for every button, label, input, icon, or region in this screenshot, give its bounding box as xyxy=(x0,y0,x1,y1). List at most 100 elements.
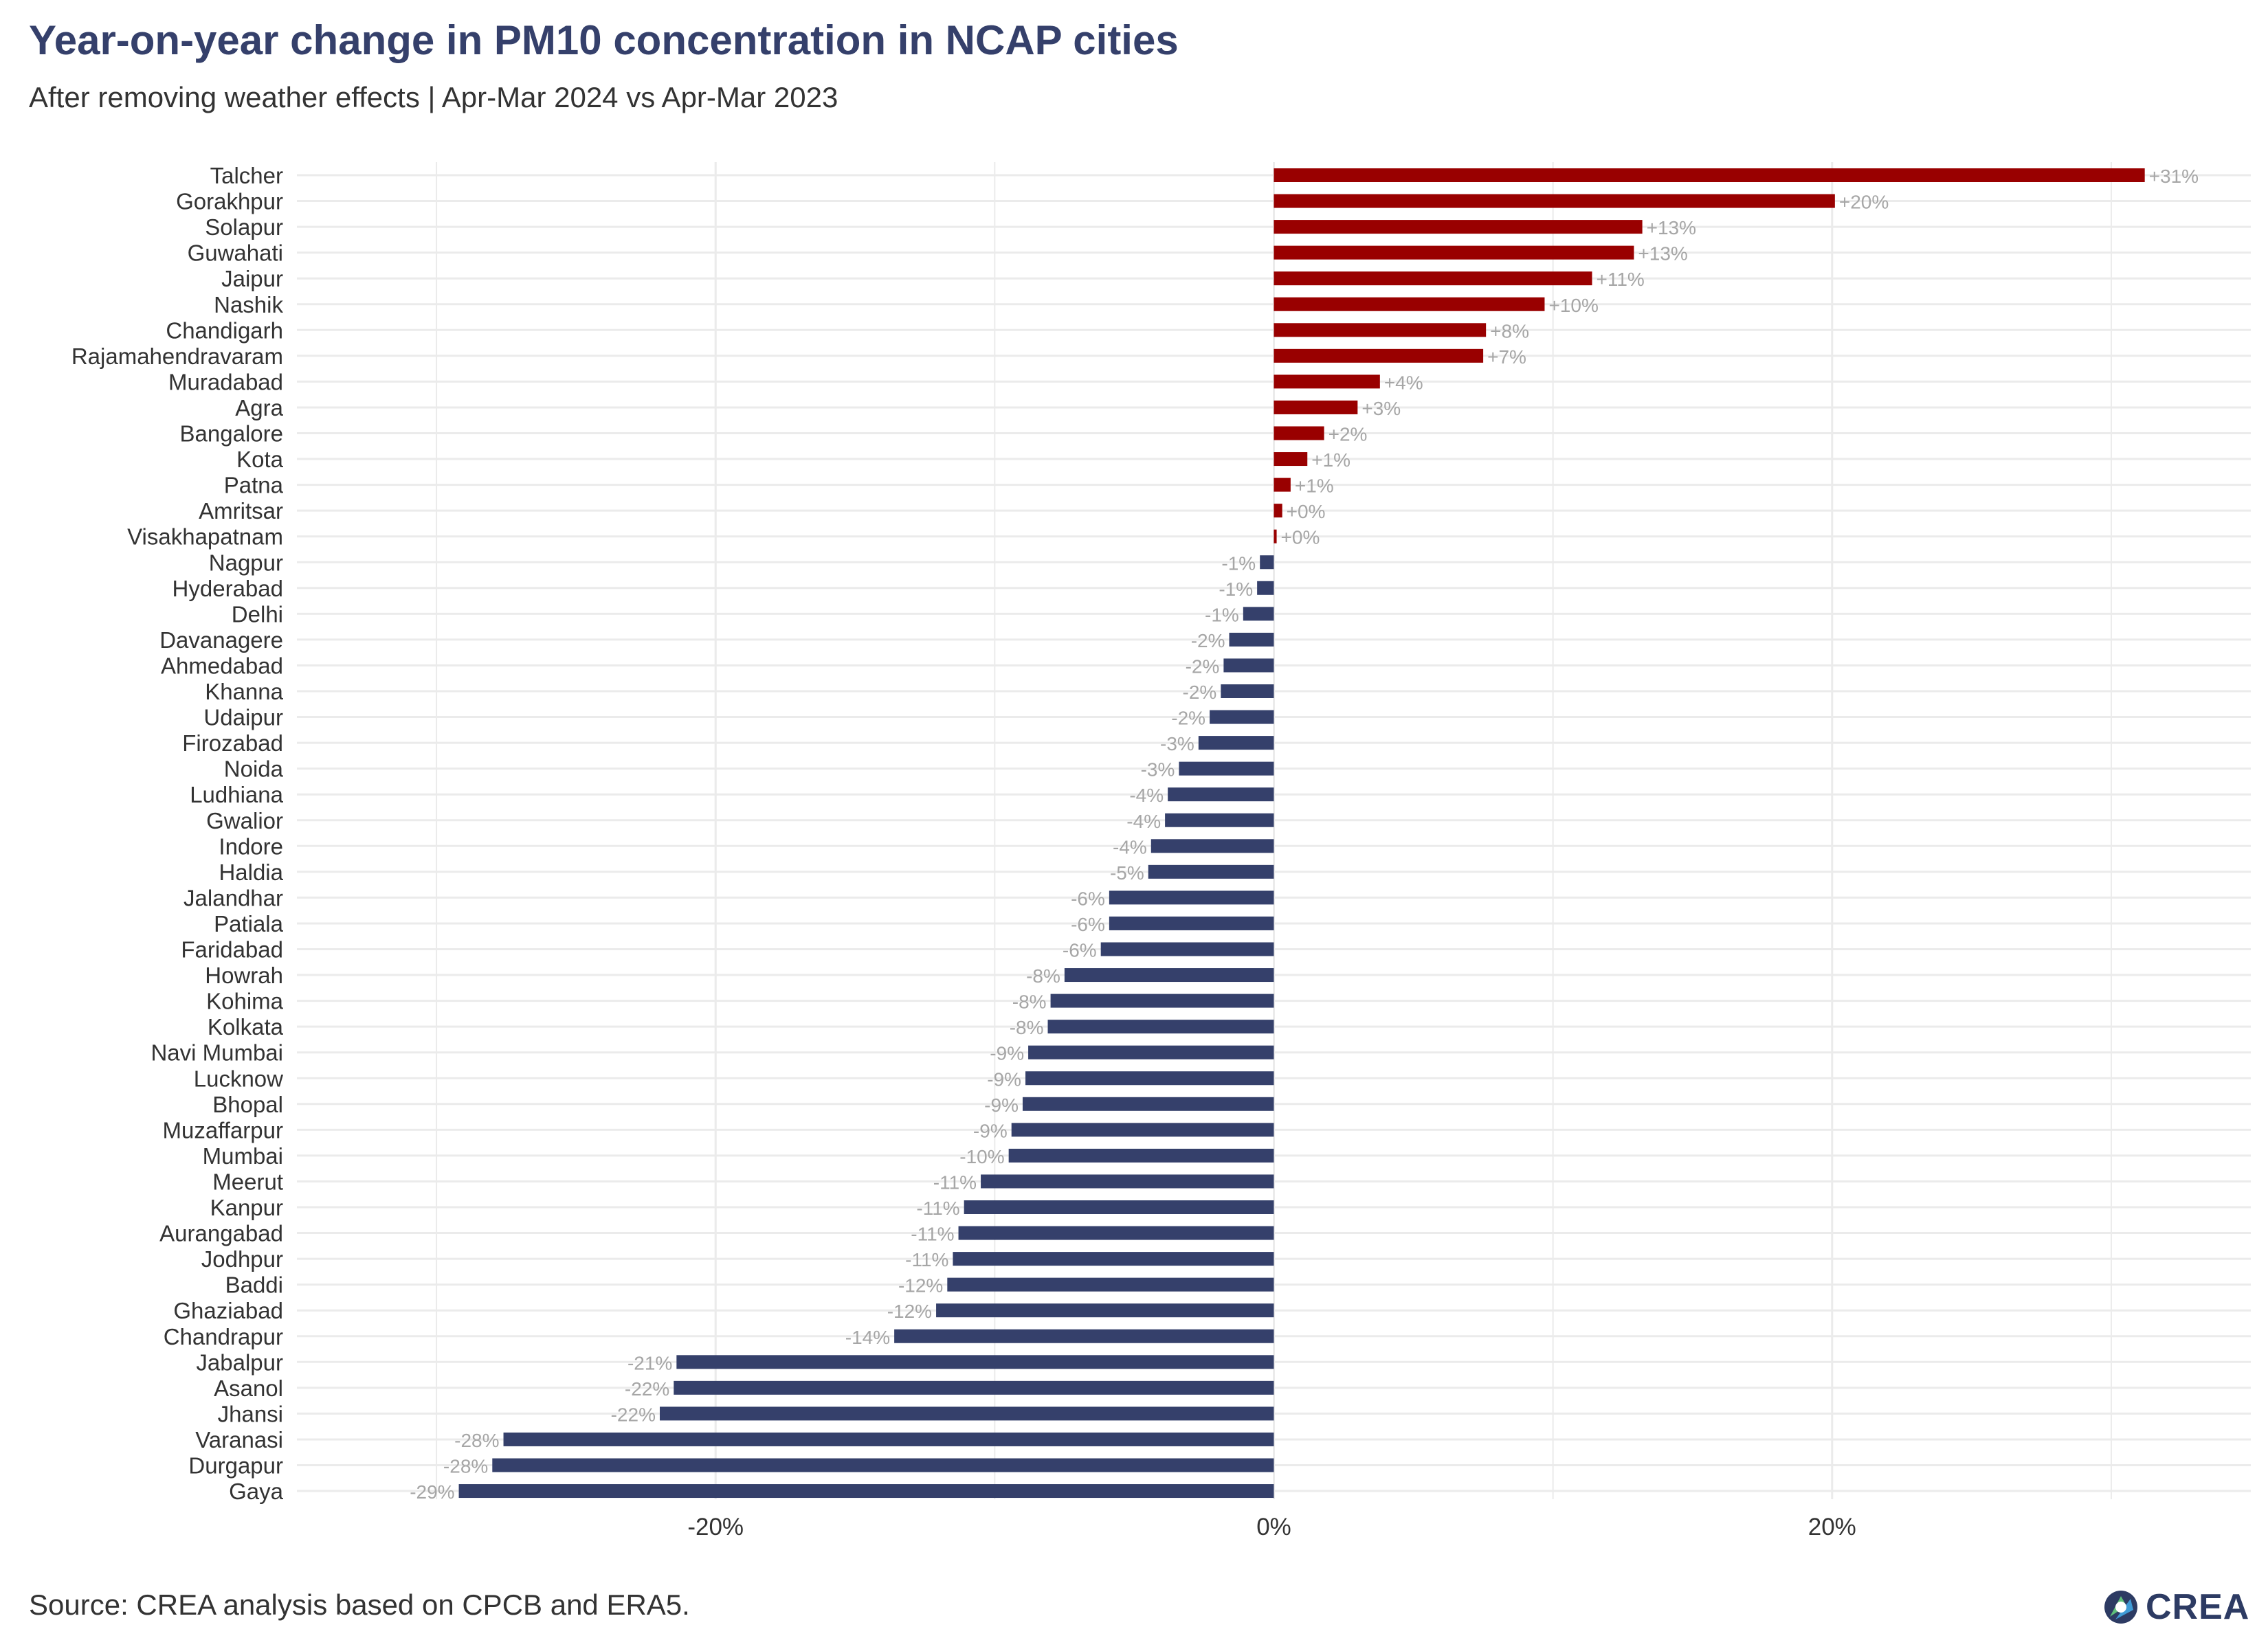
bar xyxy=(674,1380,1274,1395)
bar xyxy=(1223,658,1274,673)
category-label: Jaipur xyxy=(221,266,283,291)
category-label: Muradabad xyxy=(168,369,283,394)
category-label: Mumbai xyxy=(203,1143,283,1169)
bar xyxy=(981,1174,1274,1189)
bar xyxy=(1148,864,1274,879)
data-label: -2% xyxy=(1183,682,1217,703)
data-label: -11% xyxy=(916,1198,959,1219)
category-label: Howrah xyxy=(205,963,283,988)
data-label: +8% xyxy=(1490,320,1529,341)
data-label: +1% xyxy=(1311,449,1350,471)
bar xyxy=(1028,1045,1274,1059)
data-label: -22% xyxy=(625,1378,669,1400)
data-label: -3% xyxy=(1141,759,1175,781)
x-axis-ticks: -20% 0% 20% xyxy=(687,1514,1856,1540)
data-label: +3% xyxy=(1361,398,1401,419)
data-label: -9% xyxy=(990,1043,1024,1064)
data-label: -4% xyxy=(1129,785,1164,806)
bar xyxy=(1257,581,1274,595)
data-label: -1% xyxy=(1221,552,1256,574)
bar xyxy=(1274,194,1835,208)
data-labels: +31% +20% +13% +13% +11% +10% +8% +7% +4% +3% +2% +… xyxy=(410,166,2199,1503)
x-tick-label: -20% xyxy=(687,1514,744,1540)
data-label: -3% xyxy=(1160,733,1194,754)
bar xyxy=(492,1458,1274,1472)
category-label: Jodhpur xyxy=(201,1246,283,1272)
data-label: +2% xyxy=(1328,424,1368,445)
category-label: Gaya xyxy=(229,1479,284,1504)
source-caption: Source: CREA analysis based on CPCB and … xyxy=(29,1589,690,1621)
bar xyxy=(1274,400,1358,414)
category-label: Durgapur xyxy=(188,1453,283,1479)
data-label: -9% xyxy=(984,1095,1019,1116)
data-label: +10% xyxy=(1548,295,1598,316)
data-label: -8% xyxy=(1012,991,1047,1013)
category-label: Guwahati xyxy=(188,240,283,266)
bar xyxy=(1022,1097,1274,1111)
bar xyxy=(1274,220,1643,234)
grid-lines xyxy=(297,162,2251,1499)
data-label: +0% xyxy=(1281,527,1320,548)
bar xyxy=(953,1252,1274,1266)
category-label: Kohima xyxy=(206,989,284,1014)
bar xyxy=(1109,916,1274,930)
data-label: -12% xyxy=(898,1275,943,1297)
bar xyxy=(1025,1071,1274,1086)
bar xyxy=(1274,452,1308,467)
data-label: -6% xyxy=(1063,940,1097,961)
data-label: -2% xyxy=(1171,708,1205,729)
category-label: Kolkata xyxy=(208,1014,284,1040)
data-label: +4% xyxy=(1384,372,1423,393)
data-label: -8% xyxy=(1026,965,1060,987)
data-label: +13% xyxy=(1638,243,1687,265)
chart-subtitle: After removing weather effects | Apr-Mar… xyxy=(29,81,838,113)
bar xyxy=(1274,245,1634,260)
bar xyxy=(958,1226,1274,1240)
bar xyxy=(1210,710,1274,724)
crea-logo: CREA xyxy=(2103,1584,2249,1630)
data-label: -5% xyxy=(1110,862,1144,884)
bar xyxy=(1243,607,1274,621)
crea-logo-icon xyxy=(2104,1591,2137,1624)
category-label: Solapur xyxy=(205,214,283,240)
category-label: Udaipur xyxy=(203,705,283,730)
category-label: Lucknow xyxy=(194,1066,283,1091)
data-label: -9% xyxy=(987,1068,1021,1090)
category-label: Noida xyxy=(224,756,284,782)
data-label: -12% xyxy=(887,1301,932,1322)
category-label: Ahmedabad xyxy=(161,653,283,678)
bar xyxy=(1168,787,1274,802)
category-label: Kanpur xyxy=(210,1195,283,1220)
category-label: Jabalpur xyxy=(196,1349,283,1375)
bar xyxy=(1229,632,1274,647)
data-label: +13% xyxy=(1647,217,1696,238)
category-label: Agra xyxy=(235,395,283,420)
bar xyxy=(936,1303,1274,1318)
category-label: Muzaffarpur xyxy=(163,1117,283,1143)
data-label: -11% xyxy=(905,1249,948,1270)
x-tick-label: 20% xyxy=(1808,1514,1856,1540)
bar xyxy=(1274,478,1291,492)
category-label: Amritsar xyxy=(199,498,283,524)
bar xyxy=(1274,374,1380,389)
category-label: Asanol xyxy=(214,1376,283,1401)
category-label: Bangalore xyxy=(180,421,283,447)
bar xyxy=(659,1406,1274,1421)
data-label: +7% xyxy=(1487,346,1526,368)
category-labels: TalcherGorakhpurSolapurGuwahatiJaipurNas… xyxy=(71,163,284,1504)
bar xyxy=(1274,271,1592,286)
bar xyxy=(1274,348,1484,363)
bar xyxy=(503,1432,1274,1446)
category-label: Varanasi xyxy=(195,1427,283,1452)
data-label: -11% xyxy=(911,1224,954,1245)
bar xyxy=(1221,684,1274,698)
data-label: +1% xyxy=(1295,475,1334,497)
category-label: Haldia xyxy=(219,860,283,885)
bar xyxy=(676,1355,1274,1369)
data-label: -11% xyxy=(933,1171,977,1193)
data-label: -1% xyxy=(1219,579,1253,600)
bar xyxy=(1260,555,1274,570)
category-label: Rajamahendravaram xyxy=(71,344,283,369)
data-label: -28% xyxy=(454,1430,499,1451)
category-label: Bhopal xyxy=(212,1092,283,1117)
